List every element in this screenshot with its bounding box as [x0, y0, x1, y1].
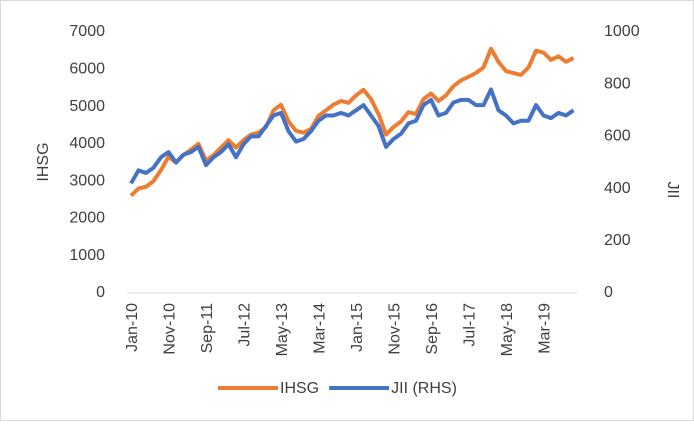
x-tick-label: Nov-15: [387, 303, 404, 355]
x-tick-label: Nov-10: [162, 303, 179, 355]
x-tick-label: Sep-11: [199, 303, 216, 354]
legend-label: IHSG: [280, 380, 319, 397]
y2-tick-label: 600: [604, 128, 631, 145]
x-tick-label: Jan-10: [124, 303, 141, 352]
x-tick-label: Sep-16: [424, 303, 441, 355]
x-tick-label: Mar-19: [537, 303, 554, 354]
y2-tick-label: 400: [604, 180, 631, 197]
x-tick-label: Mar-14: [312, 303, 329, 354]
y2-tick-label: 1000: [604, 23, 640, 40]
y2-axis-title: JII: [664, 182, 681, 199]
y-tick-label: 6000: [69, 61, 105, 78]
y2-tick-label: 0: [604, 284, 613, 301]
x-tick-label: Jul-17: [462, 303, 479, 347]
y-tick-label: 2000: [69, 210, 105, 227]
y-tick-label: 3000: [69, 172, 105, 189]
y-tick-label: 5000: [69, 98, 105, 115]
legend-label: JII (RHS): [391, 380, 457, 397]
data-line: [129, 87, 575, 185]
y-tick-label: 1000: [69, 247, 105, 264]
y2-tick-label: 800: [604, 75, 631, 92]
y2-tick-label: 200: [604, 232, 631, 249]
y-tick-label: 4000: [69, 135, 105, 152]
x-tick-label: May-13: [274, 303, 291, 356]
x-tick-label: Jul-12: [237, 303, 254, 347]
y-tick-label: 7000: [69, 23, 105, 40]
y-axis-title: IHSG: [35, 142, 52, 181]
x-tick-label: May-18: [499, 303, 516, 356]
x-tick-label: Jan-15: [349, 303, 366, 352]
y-tick-label: 0: [96, 284, 105, 301]
